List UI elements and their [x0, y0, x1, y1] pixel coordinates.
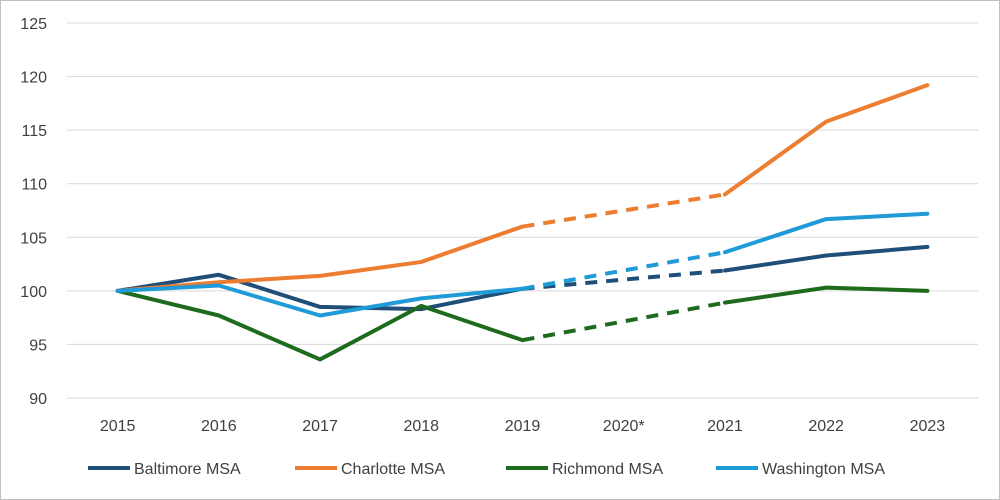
series-washington-msa	[115, 211, 930, 318]
series-line-solid	[115, 283, 525, 318]
series-line-solid	[722, 285, 930, 305]
series-line-dashed	[522, 192, 726, 229]
x-tick-label: 2020*	[603, 418, 645, 435]
series-charlotte-msa	[115, 83, 930, 293]
legend: Baltimore MSA Charlotte MSA Richmond MSA Wa…	[88, 461, 885, 478]
series-richmond-msa	[115, 285, 930, 362]
x-tick-label: 2019	[505, 418, 541, 435]
x-tick-label: 2017	[302, 418, 338, 435]
x-tick-label: 2018	[403, 418, 439, 435]
legend-label: Baltimore MSA	[134, 461, 241, 478]
x-tick-label: 2021	[707, 418, 743, 435]
series-line-solid	[722, 244, 930, 273]
legend-item: Baltimore MSA	[88, 461, 241, 478]
legend-item: Washington MSA	[716, 461, 885, 478]
gridlines	[67, 22, 978, 399]
legend-item: Charlotte MSA	[295, 461, 445, 478]
y-tick-label: 95	[29, 337, 47, 354]
legend-item: Richmond MSA	[506, 461, 663, 478]
legend-label: Washington MSA	[762, 461, 885, 478]
y-tick-label: 110	[21, 177, 47, 194]
y-tick-label: 120	[20, 70, 47, 87]
x-tick-label: 2022	[808, 418, 844, 435]
x-axis-ticks: 2015 2016 2017 2018 2019 2020* 2021 2022 2023	[100, 418, 945, 435]
y-tick-label: 115	[21, 123, 47, 140]
legend-label: Richmond MSA	[552, 461, 663, 478]
series-line-solid	[722, 83, 930, 197]
x-tick-label: 2015	[100, 418, 136, 435]
y-tick-label: 100	[20, 284, 47, 301]
series-line-dashed	[522, 250, 726, 291]
series-baltimore-msa	[115, 244, 930, 312]
series-line-solid	[115, 288, 525, 362]
y-tick-label: 90	[29, 391, 47, 408]
y-tick-label: 105	[20, 230, 47, 247]
series-lines	[115, 83, 930, 362]
y-tick-label: 125	[20, 16, 47, 33]
series-line-dashed	[522, 268, 726, 291]
series-line-dashed	[522, 300, 726, 343]
series-line-solid	[722, 211, 930, 255]
x-tick-label: 2023	[910, 418, 946, 435]
series-line-solid	[115, 272, 525, 312]
y-axis-ticks: 90 95 100 105 110 115 120 125	[20, 16, 47, 408]
x-tick-label: 2016	[201, 418, 237, 435]
legend-label: Charlotte MSA	[341, 461, 445, 478]
series-line-solid	[115, 224, 525, 293]
